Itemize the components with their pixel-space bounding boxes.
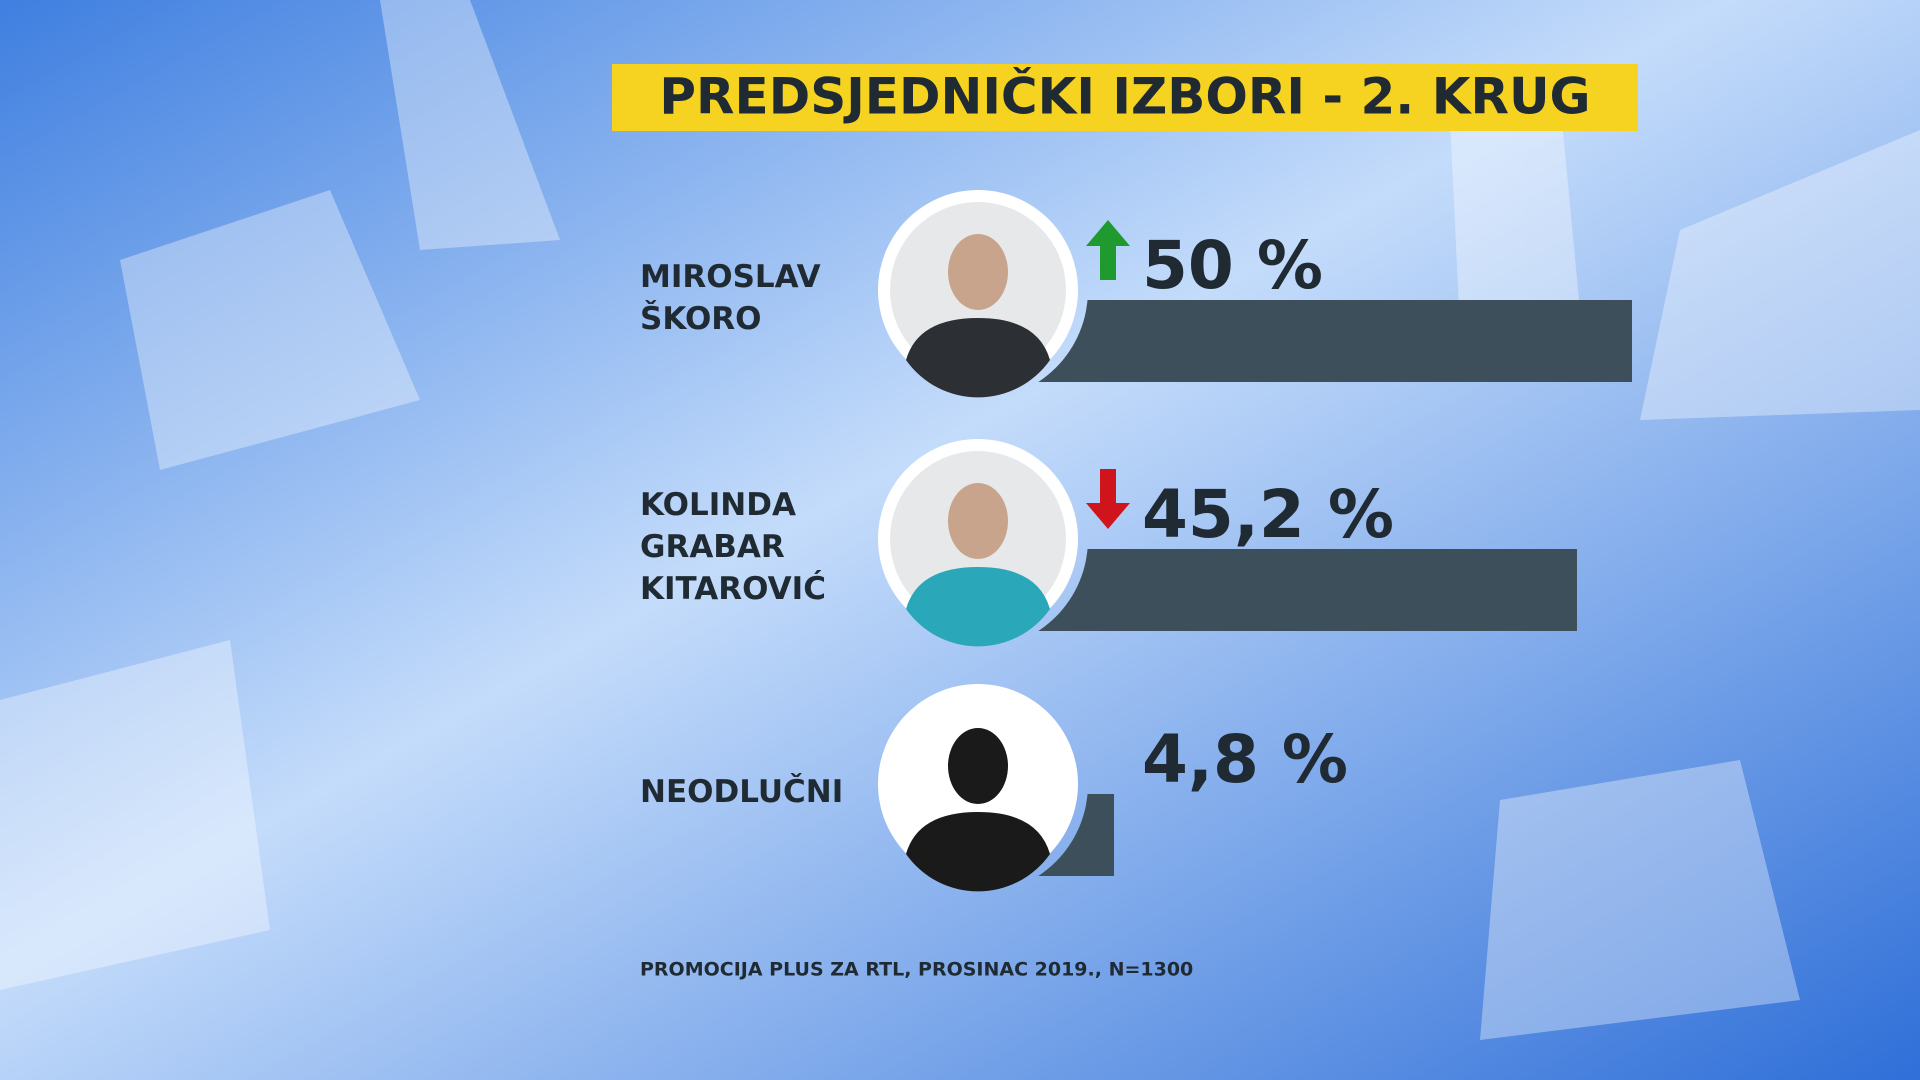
- photo-head: [948, 234, 1008, 310]
- photo-body: [906, 567, 1050, 647]
- photo-body: [906, 318, 1050, 398]
- photo: [890, 202, 1066, 398]
- photo-body: [906, 812, 1050, 892]
- photo-head: [948, 728, 1008, 804]
- category-label: NEODLUČNI: [640, 774, 844, 810]
- value-label: 50 %: [1142, 227, 1323, 304]
- background-shapes: [0, 0, 1920, 1040]
- source-note: PROMOCIJA PLUS ZA RTL, PROSINAC 2019., N…: [640, 959, 1193, 981]
- category-label: MIROSLAV ŠKORO: [640, 259, 821, 337]
- value-label: 45,2 %: [1142, 476, 1394, 553]
- photo-head: [948, 483, 1008, 559]
- title-box: [612, 64, 1638, 131]
- photo: [890, 696, 1066, 892]
- bar: [978, 300, 1632, 382]
- value-label: 4,8 %: [1142, 721, 1348, 798]
- trend-arrow: [1086, 469, 1130, 529]
- chart-title: PREDSJEDNIČKI IZBORI - 2. KRUG: [659, 67, 1590, 126]
- trend-arrow: [1086, 220, 1130, 280]
- category-label: KOLINDA GRABAR KITAROVIĆ: [640, 487, 826, 607]
- bar: [978, 549, 1577, 631]
- photo: [890, 451, 1066, 647]
